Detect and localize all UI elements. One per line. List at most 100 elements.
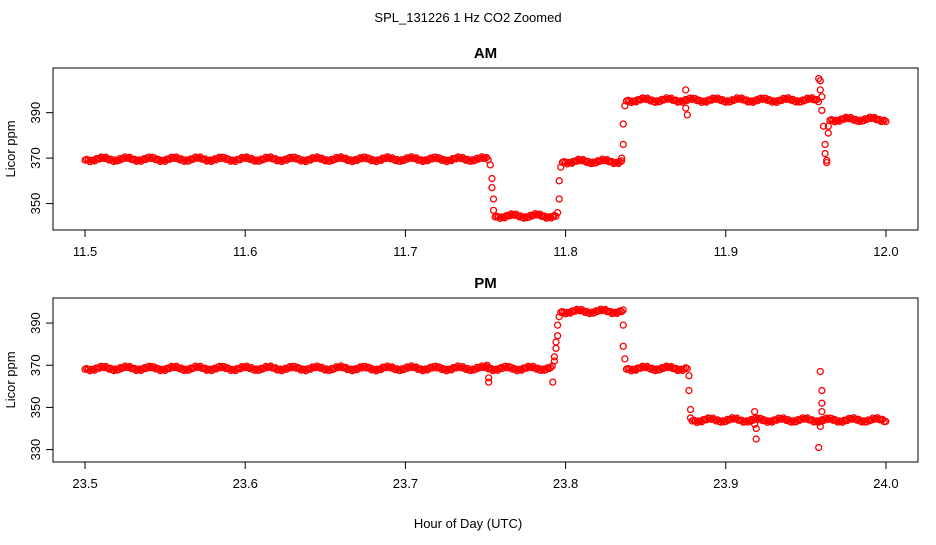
- data-point: [110, 157, 118, 166]
- data-point: [617, 157, 626, 165]
- data-point: [485, 374, 493, 382]
- data-point: [768, 98, 776, 106]
- pm-x-tick-label: 23.9: [713, 476, 738, 491]
- data-point: [818, 399, 826, 407]
- data-point: [824, 122, 832, 130]
- data-point: [226, 366, 235, 375]
- data-point: [816, 86, 824, 94]
- data-point: [585, 309, 594, 318]
- data-point: [587, 159, 595, 168]
- data-point: [802, 96, 810, 104]
- data-point: [619, 321, 627, 329]
- data-point: [396, 366, 404, 375]
- data-point: [621, 102, 629, 110]
- am-panel-title: AM: [474, 45, 497, 62]
- pm-plot-frame: [52, 297, 919, 463]
- data-point: [619, 120, 627, 128]
- data-point: [486, 161, 494, 169]
- data-point: [550, 353, 559, 361]
- am-x-tick-label: 11.6: [233, 244, 257, 259]
- data-point: [286, 362, 294, 371]
- data-point: [226, 157, 235, 165]
- figure-title: SPL_131226 1 Hz CO2 Zoomed: [374, 10, 561, 25]
- data-point: [549, 378, 557, 386]
- data-point: [215, 362, 224, 371]
- am-y-tick-label: 370: [28, 147, 43, 169]
- data-point: [613, 158, 621, 166]
- data-point: [154, 156, 163, 164]
- data-point: [616, 158, 624, 166]
- data-point: [555, 177, 563, 185]
- data-point: [546, 364, 555, 372]
- pm-panel-title: PM: [474, 275, 497, 292]
- am-plot-frame: [52, 67, 919, 231]
- data-point: [651, 366, 659, 375]
- data-point: [295, 155, 304, 163]
- pm-data-series: [81, 305, 890, 452]
- am-y-axis-label: Licor ppm: [3, 120, 18, 177]
- data-point: [550, 357, 559, 365]
- data-point: [822, 414, 831, 422]
- data-point: [696, 97, 704, 105]
- data-point: [489, 195, 498, 203]
- data-point: [513, 367, 521, 375]
- data-point: [145, 153, 153, 161]
- data-point: [717, 418, 725, 426]
- data-point: [762, 416, 770, 425]
- data-point: [792, 98, 800, 106]
- data-point: [431, 153, 440, 161]
- x-axis-label: Hour of Day (UTC): [414, 516, 522, 531]
- data-point: [452, 155, 460, 163]
- data-point: [685, 372, 693, 380]
- data-point: [686, 414, 695, 422]
- pm-x-tick-label: 23.7: [393, 476, 418, 491]
- data-point: [757, 94, 765, 102]
- data-point: [431, 362, 440, 370]
- data-point: [882, 117, 890, 126]
- pm-x-tick-label: 23.5: [72, 476, 97, 491]
- data-point: [531, 210, 539, 218]
- data-point: [750, 407, 759, 416]
- data-point: [752, 414, 760, 422]
- data-point: [156, 367, 164, 375]
- am-data-series: [81, 74, 890, 223]
- data-point: [488, 174, 496, 183]
- data-point: [326, 157, 334, 165]
- data-point: [683, 111, 691, 119]
- pm-x-tick-label: 23.8: [553, 476, 578, 491]
- data-point: [552, 344, 560, 353]
- data-point: [260, 364, 268, 372]
- data-point: [553, 208, 562, 217]
- data-point: [728, 414, 736, 422]
- data-point: [485, 378, 493, 386]
- data-point: [190, 364, 198, 372]
- data-point: [619, 306, 627, 314]
- data-point: [180, 366, 188, 375]
- data-point: [361, 153, 369, 161]
- am-x-tick-label: 12.0: [873, 244, 898, 259]
- data-point: [483, 361, 491, 369]
- data-point: [215, 153, 224, 161]
- data-point: [260, 155, 268, 163]
- data-point: [818, 106, 826, 115]
- data-point: [619, 140, 627, 149]
- data-point: [537, 366, 545, 375]
- data-point: [225, 364, 233, 373]
- data-point: [880, 116, 888, 124]
- data-point: [617, 308, 626, 316]
- data-point: [763, 418, 771, 427]
- data-point: [832, 416, 840, 424]
- data-point: [752, 424, 760, 433]
- data-point: [818, 386, 826, 395]
- data-point: [823, 158, 831, 167]
- data-point: [452, 364, 460, 372]
- data-point: [156, 157, 164, 166]
- data-point: [549, 212, 557, 221]
- data-point: [180, 157, 188, 165]
- data-point: [555, 313, 563, 321]
- data-point: [821, 140, 829, 149]
- data-point: [618, 154, 626, 162]
- data-point: [295, 364, 304, 372]
- data-point: [685, 386, 693, 395]
